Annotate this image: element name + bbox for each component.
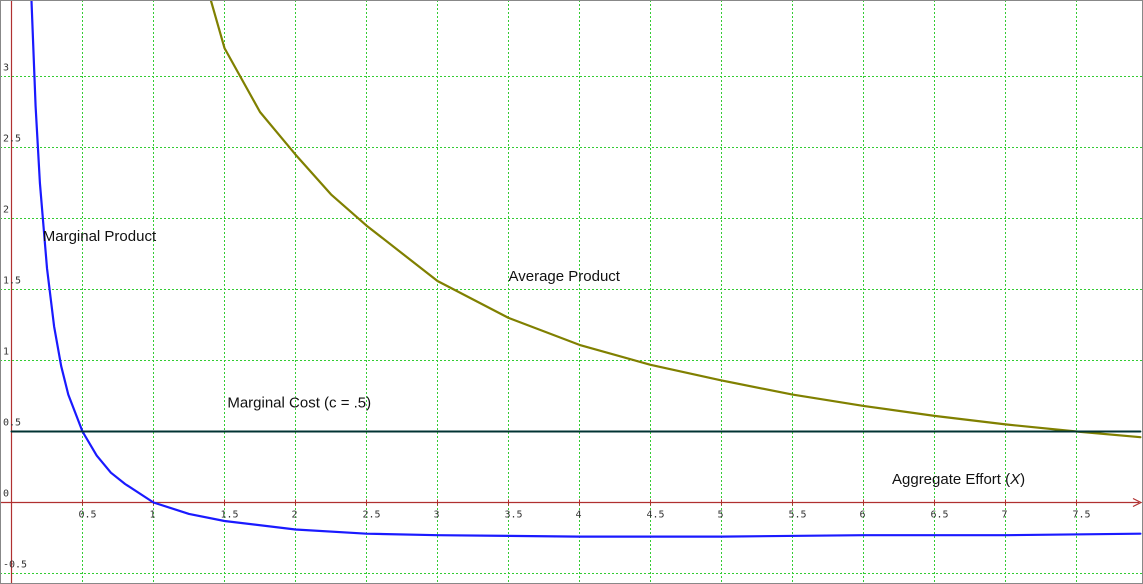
series-line bbox=[30, 0, 1142, 538]
y-tick-label: 2 bbox=[3, 205, 9, 216]
x-tick-label: 1 bbox=[150, 510, 156, 521]
annotations: Marginal Product Average Product Marginal … bbox=[43, 228, 621, 411]
x-tick-label: 0.5 bbox=[79, 510, 97, 521]
x-tick-label: 2 bbox=[292, 510, 298, 521]
y-tick-label: 3 bbox=[3, 63, 9, 74]
x-tick-label: 4.5 bbox=[647, 510, 665, 521]
x-axis-arrow bbox=[1132, 497, 1143, 508]
x-tick-label: 7.5 bbox=[1073, 510, 1091, 521]
x-tick-label: 3.5 bbox=[505, 510, 523, 521]
x-axis-label-prefix: Aggregate Effort ( bbox=[892, 471, 1010, 488]
x-tick-label: 1.5 bbox=[221, 510, 239, 521]
tick-labels: 0.5 1 1.5 2 2.5 3 3.5 4 4.5 5 5.5 6 6.5 7 7.5 -0.5 0 0.5 1… bbox=[3, 63, 1091, 571]
y-tick-label: 1.5 bbox=[3, 276, 21, 287]
x-tick-label: 2.5 bbox=[363, 510, 381, 521]
x-tick-label: 5 bbox=[718, 510, 724, 521]
x-axis-label-suffix: ) bbox=[1020, 471, 1025, 488]
y-tick-label: 2.5 bbox=[3, 134, 21, 145]
x-tick-label: 7 bbox=[1002, 510, 1008, 521]
x-tick-label: 3 bbox=[434, 510, 440, 521]
x-tick-label: 6 bbox=[860, 510, 866, 521]
y-tick-label: 1 bbox=[3, 347, 9, 358]
y-tick-label: 0.5 bbox=[3, 418, 21, 429]
x-tick-label: 5.5 bbox=[789, 510, 807, 521]
x-axis-label: Aggregate Effort (X) bbox=[892, 471, 1025, 488]
x-tick-label: 6.5 bbox=[931, 510, 949, 521]
x-axis-label-variable: X bbox=[1009, 471, 1021, 488]
series-line bbox=[209, 0, 1142, 439]
x-tick-label: 4 bbox=[576, 510, 582, 521]
series-lines bbox=[10, 0, 1142, 538]
annotation-label: Marginal Product bbox=[43, 228, 157, 245]
y-tick-label: -0.5 bbox=[3, 560, 27, 571]
y-tick-label: 0 bbox=[3, 489, 9, 500]
annotation-label: Average Product bbox=[509, 268, 621, 285]
annotation-label: Marginal Cost (c = .5) bbox=[227, 394, 371, 411]
